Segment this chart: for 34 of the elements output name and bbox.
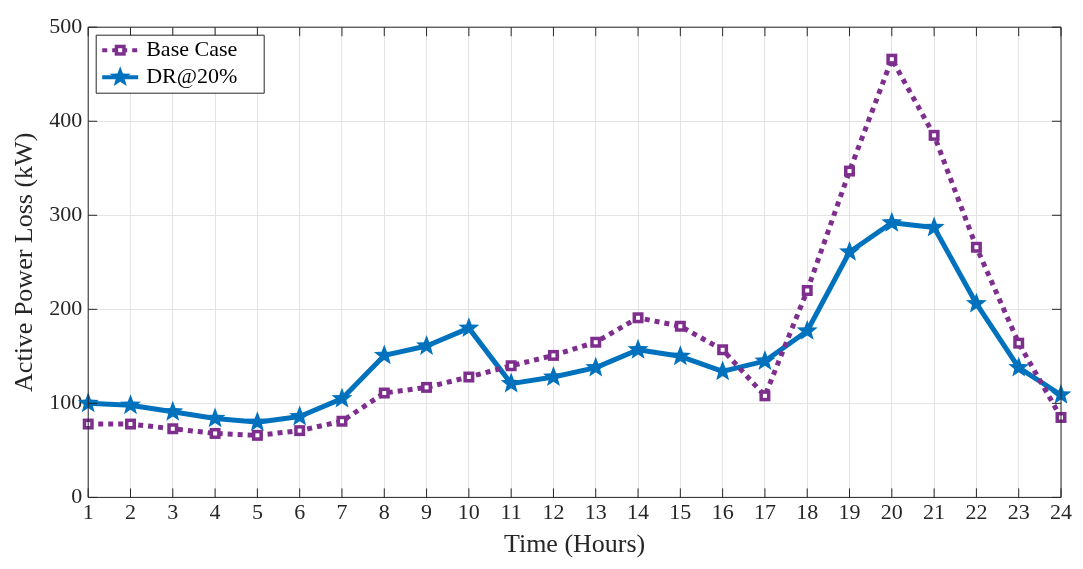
x-tick-label: 11: [500, 499, 522, 525]
y-tick-label: 500: [49, 12, 83, 38]
x-tick-label: 10: [457, 499, 480, 525]
y-tick-label: 300: [49, 201, 83, 227]
x-tick-label: 12: [542, 499, 565, 525]
y-tick-label: 100: [49, 389, 83, 415]
y-tick-label: 200: [49, 295, 83, 321]
x-tick-label: 19: [838, 499, 861, 525]
legend-label: Base Case: [146, 35, 238, 61]
x-axis-title: Time (Hours): [503, 529, 646, 559]
x-tick-label: 8: [378, 499, 390, 525]
x-tick-label: 17: [753, 499, 776, 525]
x-tick-label: 1: [82, 499, 94, 525]
x-tick-label: 23: [1007, 499, 1030, 525]
x-tick-label: 20: [880, 499, 903, 525]
x-tick-label: 22: [965, 499, 988, 525]
x-tick-label: 16: [711, 499, 734, 525]
x-tick-label: 9: [421, 499, 433, 525]
x-tick-label: 3: [167, 499, 179, 525]
x-tick-label: 7: [336, 499, 348, 525]
legend-label: DR@20%: [146, 62, 238, 88]
x-tick-label: 5: [251, 499, 263, 525]
x-tick-label: 18: [796, 499, 819, 525]
x-tick-label: 2: [125, 499, 136, 525]
x-tick-label: 6: [294, 499, 306, 525]
y-axis-title: Active Power Loss (kW): [9, 132, 39, 392]
x-tick-label: 15: [669, 499, 692, 525]
x-tick-label: 4: [209, 499, 221, 525]
x-tick-label: 21: [923, 499, 946, 525]
x-tick-label: 24: [1050, 499, 1072, 525]
x-tick-label: 13: [584, 499, 607, 525]
y-tick-label: 0: [71, 483, 83, 509]
y-tick-label: 400: [49, 107, 83, 133]
x-tick-label: 14: [627, 499, 650, 525]
